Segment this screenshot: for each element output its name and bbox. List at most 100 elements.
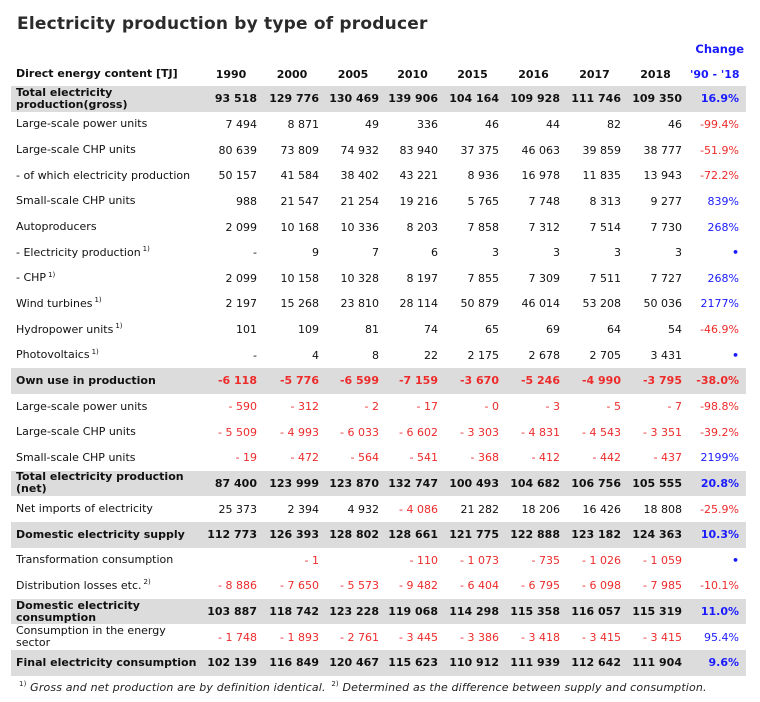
cell-value: - 1 026 — [582, 553, 621, 567]
cell-value: 104 682 — [503, 470, 564, 497]
row-label-text: Total electricity production (net) — [16, 470, 184, 496]
cell-value: 2 678 — [528, 348, 561, 362]
page-title: Electricity production by type of produc… — [17, 14, 428, 34]
table-row: Own use in production -6 118 -5 776 -6 599-… — [11, 368, 746, 394]
row-label: Small-scale CHP units — [11, 189, 201, 215]
cell-value: - 110 — [409, 553, 438, 567]
row-label: Distribution losses etc. 2) — [11, 573, 201, 599]
cell-value: -6 599 — [323, 368, 383, 394]
cell-value: 111 939 — [503, 650, 564, 676]
cell-value: 21 282 — [460, 502, 500, 516]
cell-value: 50 879 — [460, 297, 500, 311]
table-row: Large-scale power units - 590 - 312 - 2 - 17… — [11, 394, 746, 420]
cell-value: 8 871 — [287, 117, 320, 131]
cell-value: 69 — [546, 323, 560, 337]
cell-value: 8 197 — [406, 271, 439, 285]
row-label: - CHP 1) — [11, 265, 201, 291]
table-row: Large-scale power units 7 494 8 871 49 336 46… — [11, 112, 746, 138]
cell-value: - 5 573 — [340, 579, 379, 593]
cell-value: 10 336 — [340, 220, 380, 234]
cell-value: 50 157 — [218, 169, 258, 183]
cell-value: 65 — [485, 323, 499, 337]
row-label: Transformation consumption — [11, 548, 201, 574]
cell-change: -38.0% — [686, 368, 746, 394]
cell-value: 130 469 — [323, 86, 383, 112]
cell-value: - 3 303 — [460, 425, 499, 439]
cell-value: 7 — [372, 246, 379, 260]
cell-value: - 437 — [653, 451, 682, 465]
cell-value: 109 928 — [503, 86, 564, 112]
cell-value: - 4 086 — [399, 502, 438, 516]
cell-change: 10.3% — [686, 521, 746, 548]
header-label: Direct energy content [TJ] — [16, 67, 178, 80]
table-row: Distribution losses etc. 2) - 8 886 - 7 650… — [11, 573, 746, 599]
cell-value: 3 — [614, 246, 621, 260]
cell-value: - 1 073 — [460, 553, 499, 567]
cell-change: 11.0% — [686, 598, 746, 625]
cell-value: - 472 — [290, 451, 319, 465]
row-label-text: Distribution losses etc. — [16, 578, 142, 592]
cell-value: -4 990 — [564, 368, 625, 394]
cell-value: 7 514 — [589, 220, 622, 234]
cell-value: 74 — [424, 323, 438, 337]
header-year: 2010 — [397, 67, 428, 81]
footnote-ref: 1) — [94, 296, 102, 305]
cell-value: 4 — [312, 348, 319, 362]
cell-value: 126 393 — [261, 521, 323, 548]
cell-value: 8 936 — [467, 169, 500, 183]
cell-value: 123 182 — [564, 521, 625, 548]
cell-value: - 6 033 — [340, 425, 379, 439]
row-label-text: Wind turbines — [16, 296, 93, 310]
cell-value: 109 350 — [625, 86, 686, 112]
cell-value: 104 164 — [442, 86, 503, 112]
cell-change: -39.2% — [700, 425, 739, 439]
cell-value: - — [253, 348, 257, 362]
row-label: Domestic electricity consumption — [11, 598, 201, 625]
cell-value: 123 870 — [323, 470, 383, 497]
cell-value: 18 808 — [643, 502, 683, 516]
cell-value: 2 099 — [225, 220, 258, 234]
cell-value: 87 400 — [201, 470, 261, 497]
cell-value: 25 373 — [218, 502, 258, 516]
table-row: Domestic electricity consumption 103 887 1… — [11, 598, 746, 625]
row-label-text: Hydropower units — [16, 322, 114, 336]
cell-value: - 7 — [667, 400, 682, 413]
table-row: - of which electricity production 50 157 4… — [11, 163, 746, 189]
cell-value: - 1 748 — [218, 630, 257, 644]
cell-value: 53 208 — [582, 297, 622, 311]
row-label: Net imports of electricity — [11, 496, 201, 522]
row-label-text: Net imports of electricity — [16, 502, 153, 516]
cell-value: - 6 404 — [460, 579, 499, 593]
row-label: Small-scale CHP units — [11, 445, 201, 471]
cell-value: 11 835 — [582, 169, 622, 183]
row-label: Total electricity production(gross) — [11, 86, 201, 112]
cell-value: - 0 — [484, 400, 499, 413]
cell-value: - 368 — [470, 451, 499, 465]
header-year: 2016 — [518, 67, 549, 81]
cell-value: 13 943 — [643, 169, 683, 183]
row-label: Large-scale CHP units — [11, 419, 201, 445]
header-year: 2015 — [457, 67, 488, 81]
cell-value: - 312 — [290, 400, 319, 413]
cell-value: 120 467 — [323, 650, 383, 676]
table-row: Autoproducers 2 099 10 168 10 336 8 203 7 858… — [11, 214, 746, 240]
header-year: 2018 — [640, 67, 671, 81]
cell-value: 102 139 — [201, 650, 261, 676]
cell-value: 111 746 — [564, 86, 625, 112]
cell-value: 9 — [312, 246, 319, 260]
cell-change: • — [731, 553, 739, 567]
cell-change: 2199% — [700, 451, 739, 465]
row-label: Large-scale power units — [11, 394, 201, 420]
cell-value: 41 584 — [280, 169, 320, 183]
cell-value: 74 932 — [340, 143, 380, 157]
row-label-text: Small-scale CHP units — [16, 450, 136, 464]
table-row: Total electricity production (net) 87 400… — [11, 470, 746, 497]
cell-value: 16 978 — [521, 169, 561, 183]
header-year: 1990 — [215, 67, 247, 81]
cell-value — [323, 548, 383, 574]
cell-change: • — [731, 348, 739, 362]
cell-value: 121 775 — [442, 521, 503, 548]
row-label-text: Photovoltaics — [16, 348, 90, 362]
cell-value: 7 748 — [528, 194, 561, 208]
row-label: Autoproducers — [11, 214, 201, 240]
